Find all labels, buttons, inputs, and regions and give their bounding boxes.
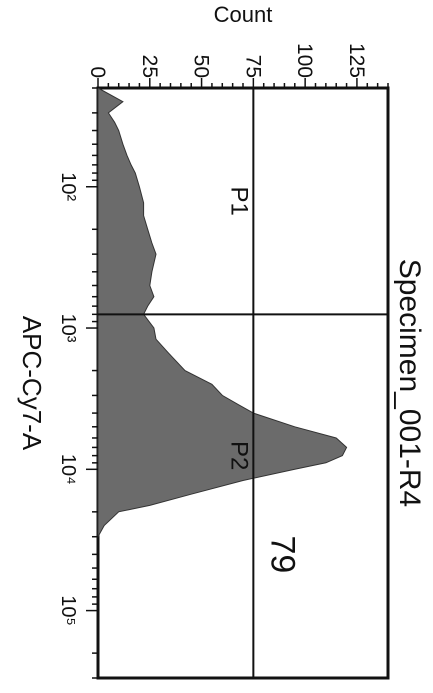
gate-label-p2: P2 — [225, 441, 252, 470]
x-tick-label: 10⁴ — [57, 454, 79, 485]
y-axis-label: Count — [214, 2, 273, 27]
gate-label-p1: P1 — [225, 186, 252, 215]
y-tick-label: 125 — [345, 43, 368, 78]
x-tick-label: 10² — [57, 172, 79, 201]
chart-title: Specimen_001-R4 — [393, 259, 426, 507]
histogram-area — [98, 88, 347, 537]
x-tick-label: 10³ — [57, 314, 79, 343]
gate-percent-p2: 79 — [263, 535, 301, 573]
y-tick-label: 75 — [241, 55, 264, 78]
x-axis-label: APC-Cy7-A — [17, 316, 47, 451]
x-tick-label: 10⁵ — [57, 595, 79, 626]
y-tick-label: 0 — [86, 66, 109, 78]
y-tick-label: 100 — [293, 43, 316, 78]
y-tick-label: 25 — [138, 55, 161, 78]
y-tick-label: 50 — [190, 55, 213, 78]
